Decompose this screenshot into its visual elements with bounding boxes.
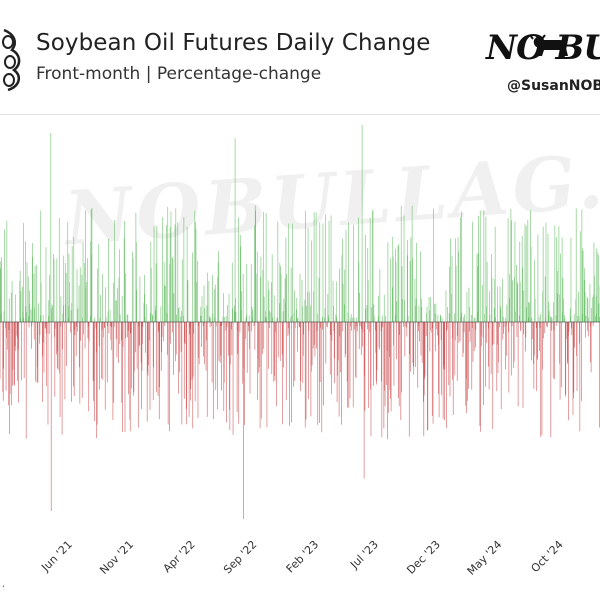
x-tick-label: May '24 — [464, 538, 505, 578]
chart-subtitle: Front-month | Percentage-change — [36, 64, 322, 84]
source-note: • — [2, 584, 5, 590]
chart-title: Soybean Oil Futures Daily Change — [36, 30, 431, 56]
x-tick-label: Sep '22 — [220, 538, 260, 577]
bar-chart — [0, 124, 600, 520]
x-tick-label: Feb '23 — [283, 538, 321, 576]
x-tick-label: Jun '21 — [39, 538, 75, 574]
x-tick-label: Oct '24 — [528, 538, 567, 576]
soybean-pod-icon — [2, 28, 21, 92]
x-tick-label: Dec '23 — [404, 538, 444, 577]
x-tick-label: Apr '22 — [160, 538, 198, 576]
header-divider — [0, 114, 600, 115]
x-tick-label: Nov '21 — [97, 538, 137, 577]
x-tick-label: Jul '23 — [348, 538, 382, 572]
bull-icon — [530, 34, 568, 56]
bars-group — [0, 124, 600, 520]
social-handle: @SusanNOBU — [507, 78, 600, 94]
